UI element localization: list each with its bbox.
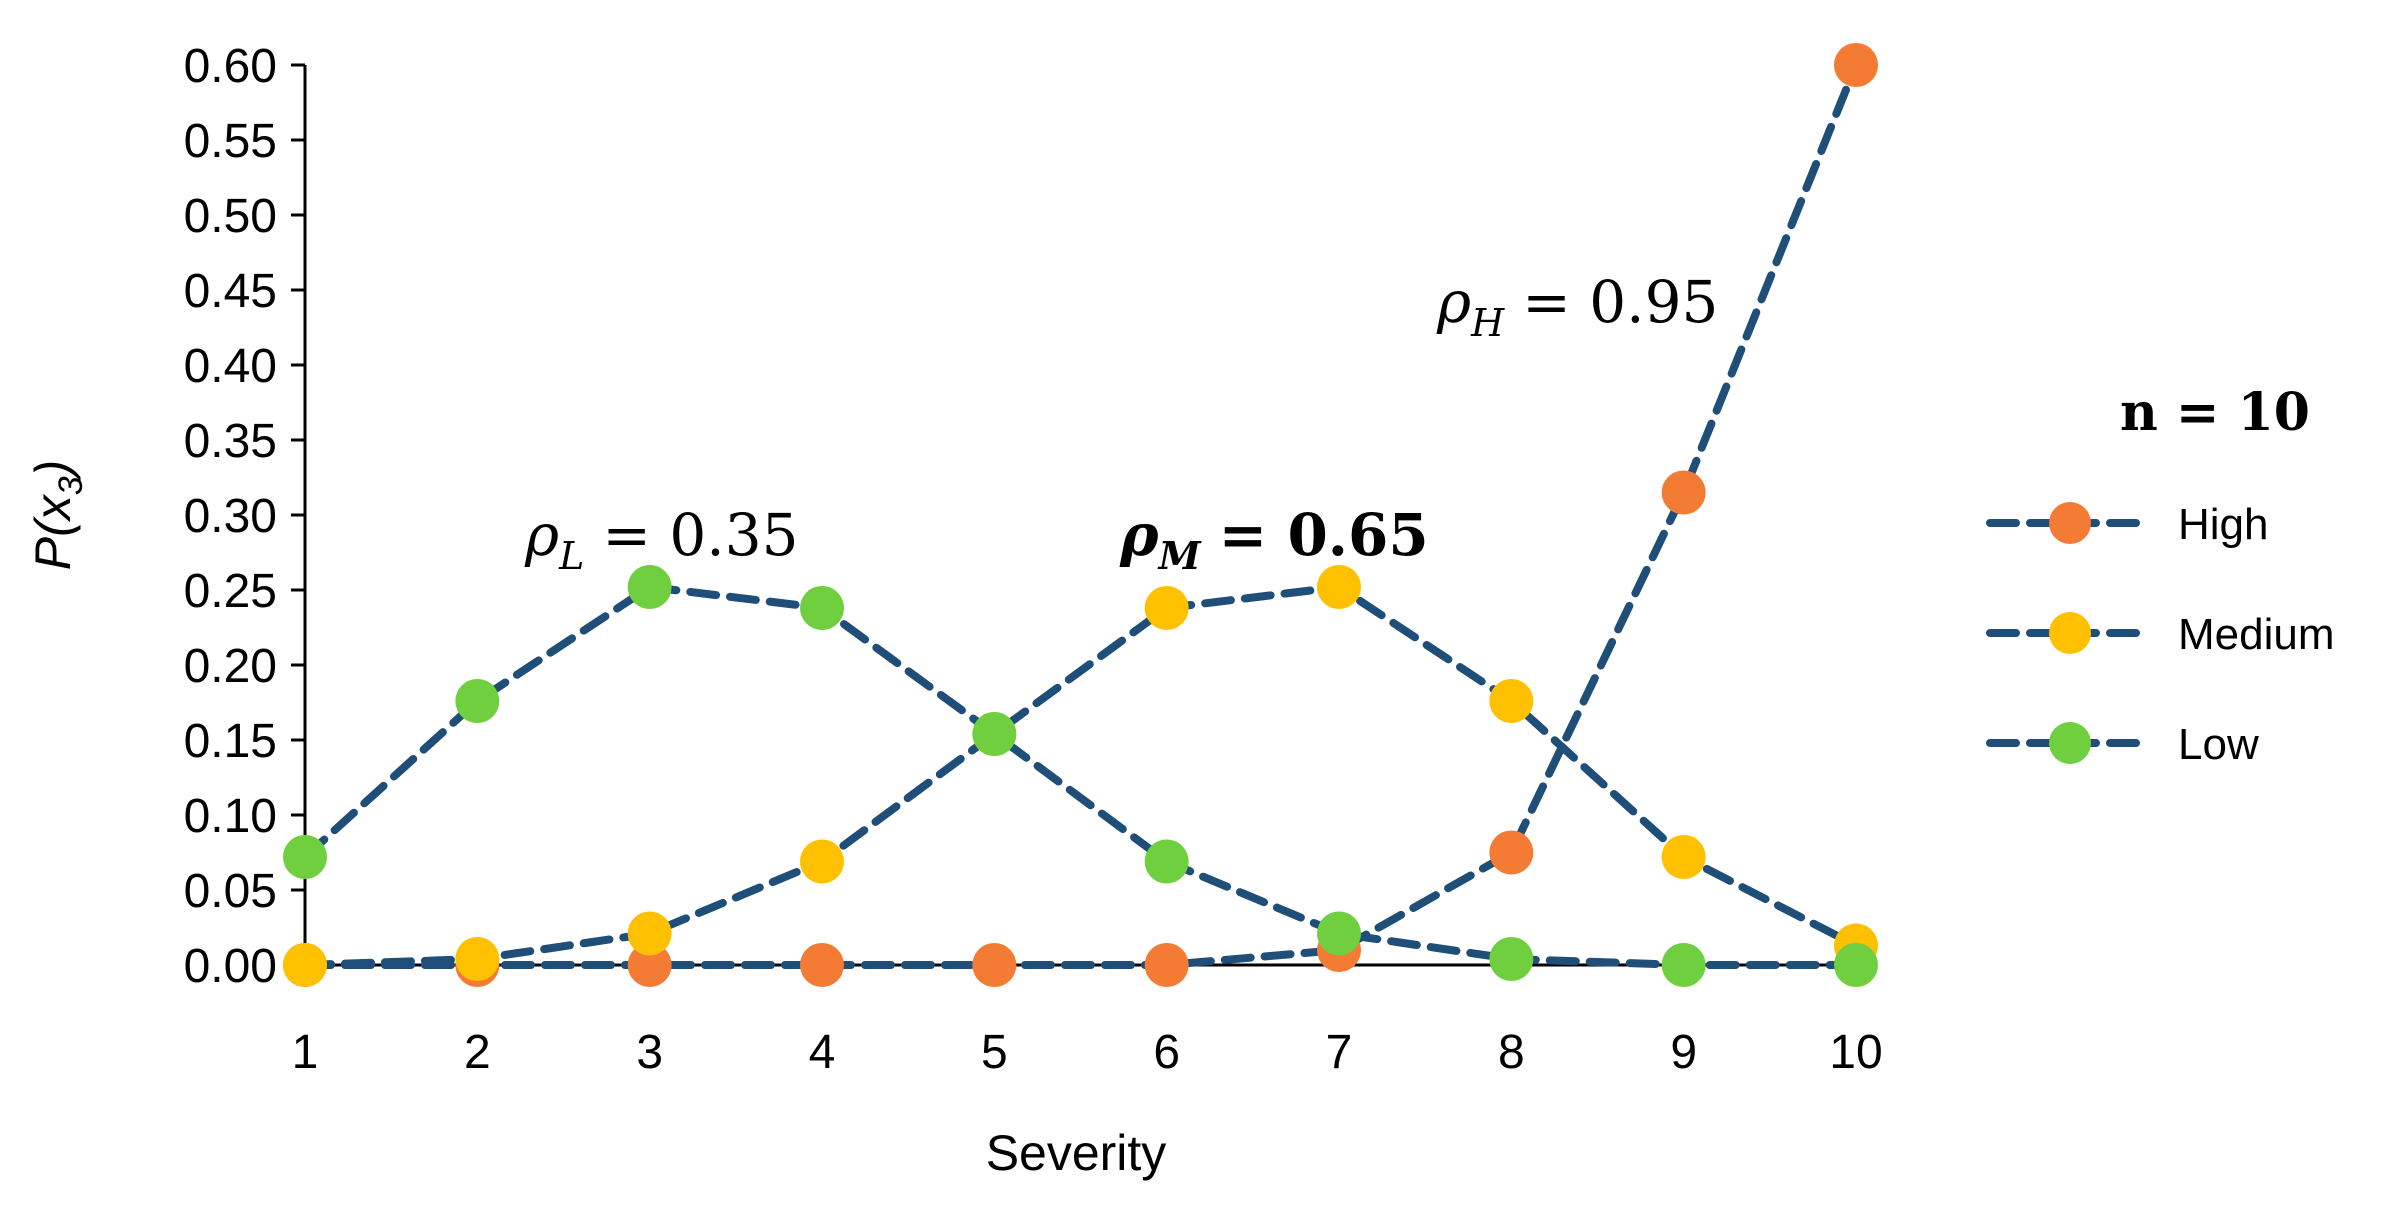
y-tick-label: 0.50 [184, 190, 277, 243]
x-tick-label: 6 [1153, 1026, 1180, 1079]
data-point-high [627, 943, 672, 987]
data-point-medium [283, 943, 327, 987]
annotation-rho-medium-text: = 0.65 [1219, 501, 1429, 569]
data-point-high [1489, 830, 1534, 875]
series-line-medium [301, 582, 1860, 969]
series-line-high [301, 61, 1860, 969]
data-point-medium [455, 937, 500, 981]
y-tick-label: 0.60 [184, 40, 277, 93]
legend-marker-low [2049, 722, 2091, 764]
data-point-low [1489, 937, 1534, 981]
legend: n = 10 High Medium Low [1986, 382, 2335, 769]
y-tick-label: 0.30 [184, 490, 277, 543]
annotation-rho-high-text: = 0.95 [1522, 268, 1718, 336]
annotation-rho-low-text: = 0.35 [602, 501, 798, 569]
data-point-medium [1317, 565, 1361, 609]
y-axis-title-main: P(x [25, 493, 81, 570]
y-tick-label: 0.20 [184, 640, 277, 693]
y-axis-title-close: ) [25, 460, 81, 482]
legend-marker-high [2049, 502, 2091, 544]
annotation-rho-high-symbol: ρ [1436, 268, 1471, 336]
series-points [283, 43, 1878, 987]
data-point-low [627, 565, 672, 609]
data-point-low [1144, 839, 1189, 884]
data-point-low [283, 835, 327, 879]
series-line-low [301, 582, 1860, 969]
data-point-medium [1489, 679, 1534, 723]
data-point-low [455, 679, 500, 723]
x-tick-label: 2 [464, 1026, 491, 1079]
x-tick-labels: 1 2 3 4 5 6 7 8 9 10 [292, 1026, 1883, 1079]
y-tick-label: 0.45 [184, 265, 277, 318]
x-tick-label: 4 [809, 1026, 836, 1079]
data-point-high [1144, 943, 1189, 987]
series-lines [301, 61, 1860, 969]
data-point-low [800, 586, 844, 630]
data-point-medium [1144, 586, 1189, 630]
y-tick-label: 0.25 [184, 565, 277, 618]
annotation-rho-medium-symbol: ρ [1119, 501, 1159, 569]
y-tick-label: 0.15 [184, 715, 277, 768]
annotation-rho-low-symbol: ρ [524, 501, 559, 569]
data-point-high [1834, 43, 1878, 87]
y-tick-label: 0.55 [184, 115, 277, 168]
data-point-medium [1661, 835, 1706, 879]
data-point-medium [800, 839, 844, 884]
x-tick-label: 3 [636, 1026, 663, 1079]
y-tick-label: 0.40 [184, 340, 277, 393]
annotation-rho-high-sub: H [1470, 301, 1505, 345]
annotation-rho-high: ρH = 0.95 [1436, 268, 1718, 345]
x-tick-label: 7 [1326, 1026, 1353, 1079]
data-point-high [800, 943, 844, 987]
annotation-rho-medium-sub: M [1157, 533, 1202, 578]
annotation-rho-medium: ρM = 0.65 [1119, 501, 1429, 578]
legend-title: n = 10 [2120, 382, 2310, 443]
y-tick-labels: 0.00 0.05 0.10 0.15 0.20 0.25 0.30 0.35 0.40 0.45… [184, 40, 305, 993]
x-tick-label: 8 [1498, 1026, 1525, 1079]
data-point-high [972, 943, 1017, 987]
x-tick-label: 1 [292, 1026, 319, 1079]
x-tick-label: 5 [981, 1026, 1008, 1079]
data-point-low [1317, 911, 1361, 956]
data-point-high [1661, 470, 1706, 515]
y-axis-title: P(x3) [25, 460, 90, 571]
legend-marker-medium [2049, 612, 2091, 654]
x-tick-label: 9 [1670, 1026, 1697, 1079]
legend-label-low: Low [2178, 720, 2259, 769]
annotation-rho-low-sub: L [558, 534, 584, 578]
x-axis-title: Severity [986, 1125, 1167, 1181]
legend-label-high: High [2178, 500, 2269, 549]
x-tick-label: 10 [1829, 1026, 1882, 1079]
data-point-low [1661, 943, 1706, 987]
y-tick-label: 0.35 [184, 415, 277, 468]
legend-label-medium: Medium [2178, 610, 2335, 659]
data-point-low [1834, 943, 1878, 987]
y-axis-title-sub: 3 [52, 476, 90, 495]
data-point-medium [627, 911, 672, 956]
y-tick-label: 0.00 [184, 940, 277, 993]
annotation-rho-low: ρL = 0.35 [524, 501, 799, 578]
y-tick-label: 0.10 [184, 790, 277, 843]
data-point-low [972, 712, 1017, 756]
y-tick-label: 0.05 [184, 865, 277, 918]
